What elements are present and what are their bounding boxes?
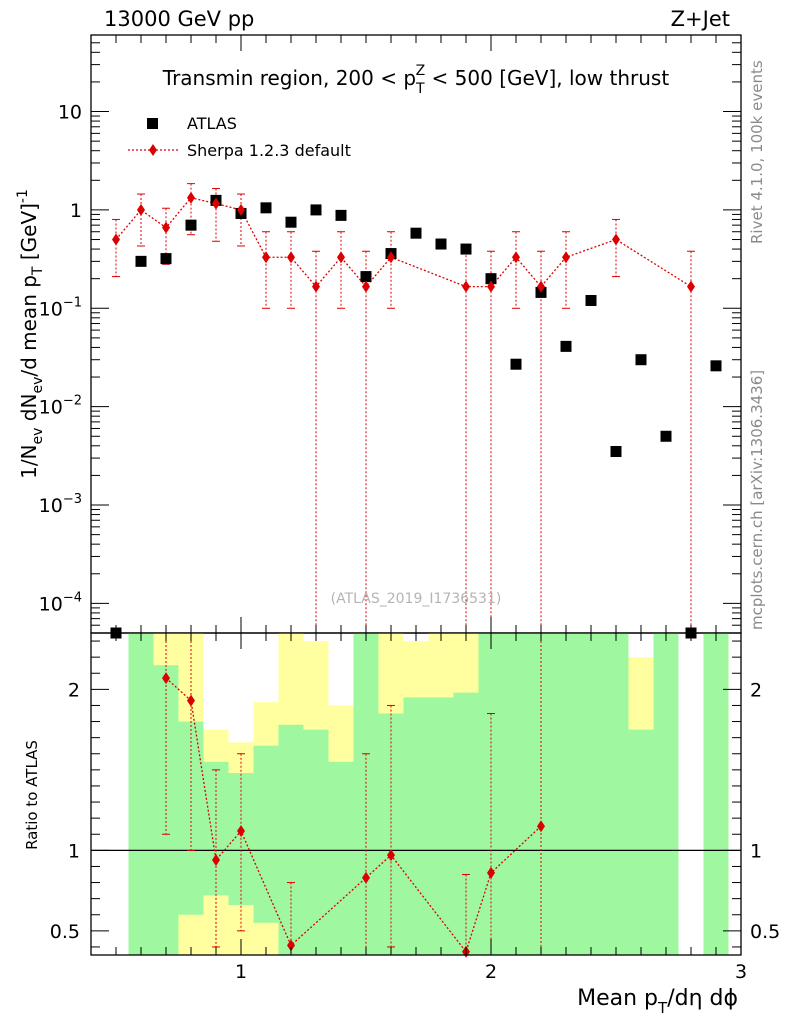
ratio-band-green <box>128 633 154 955</box>
atlas-point <box>135 255 147 267</box>
sherpa-point <box>112 233 120 246</box>
x-tick-label: 3 <box>735 961 747 983</box>
legend-atlas-label: ATLAS <box>187 114 237 133</box>
main-panel: 10−4 10−3 10−2 10−1 1 10 Transmin region, 200… <box>15 34 742 639</box>
ratio-band-green <box>303 729 329 955</box>
ratio-band-green <box>578 633 604 955</box>
ratio-point <box>387 849 395 862</box>
y-tick-label: 10−2 <box>39 394 82 419</box>
ratio-point <box>537 820 545 833</box>
ratio-band-green <box>553 633 579 955</box>
atlas-point <box>635 354 647 366</box>
atlas-point <box>410 227 422 239</box>
sherpa-point <box>512 251 520 264</box>
atlas-point <box>360 271 372 283</box>
watermark: (ATLAS_2019_I1736531) <box>331 591 502 607</box>
atlas-point <box>710 360 722 372</box>
sherpa-point <box>337 251 345 264</box>
atlas-point <box>560 340 572 352</box>
ratio-y-tick-label-right: 1 <box>750 840 762 862</box>
ratio-point <box>237 825 245 838</box>
ratio-band-green <box>403 697 429 955</box>
sherpa-point <box>387 251 395 264</box>
ratio-band-green <box>428 697 454 955</box>
atlas-point <box>660 430 672 442</box>
ratio-y-tick-label-right: 2 <box>750 679 762 701</box>
sherpa-point <box>287 251 295 264</box>
x-axis-label: Mean pT/dη dϕ <box>577 986 738 1017</box>
ratio-y-tick-label: 0.5 <box>50 921 80 943</box>
x-tick-label: 1 <box>235 961 247 983</box>
legend-sherpa-label: Sherpa 1.2.3 default <box>187 141 351 160</box>
energy-label: 13000 GeV pp <box>104 7 254 31</box>
ratio-band-green <box>328 761 354 955</box>
y-tick-label: 10−1 <box>39 295 82 320</box>
process-label: Z+Jet <box>671 7 730 31</box>
ratio-band-green <box>253 745 279 923</box>
side-label-rivet: Rivet 4.1.0, 100k events <box>748 60 766 244</box>
legend-sherpa-marker <box>149 144 157 156</box>
y-tick-label: 1 <box>70 200 82 222</box>
sherpa-line <box>115 197 692 288</box>
ratio-point <box>212 854 220 867</box>
atlas-point <box>585 294 597 306</box>
sherpa-point <box>362 280 370 293</box>
ratio-point <box>487 866 495 879</box>
atlas-point <box>285 216 297 228</box>
ratio-point <box>187 694 195 707</box>
sherpa-point <box>137 203 145 216</box>
ratio-panel: 0.5 0.5 1 1 2 2 1 2 3 Ratio to ATLAS <box>23 632 780 983</box>
ratio-band-green <box>203 761 229 896</box>
side-label-mcplots: mcplots.cern.ch [arXiv:1306.3436] <box>748 370 766 630</box>
ratio-band-green <box>628 729 654 955</box>
atlas-point <box>485 273 497 285</box>
sherpa-point <box>562 251 570 264</box>
atlas-point <box>335 209 347 221</box>
legend: ATLAS Sherpa 1.2.3 default <box>128 114 351 160</box>
y-tick-label: 10−4 <box>39 590 82 615</box>
ratio-point <box>287 939 295 952</box>
atlas-point <box>160 253 172 265</box>
atlas-point <box>610 446 622 458</box>
sherpa-point <box>487 280 495 293</box>
atlas-point <box>510 358 522 370</box>
chart-title: Transmin region, 200 < pTZ < 500 [GeV], … <box>162 63 670 97</box>
atlas-point <box>310 204 322 216</box>
ratio-band-green <box>278 724 304 955</box>
sherpa-point <box>687 280 695 293</box>
ratio-sherpa-line <box>165 677 542 954</box>
sherpa-point <box>162 221 170 234</box>
sherpa-point <box>537 280 545 293</box>
ratio-band-green <box>653 633 679 955</box>
sherpa-point <box>187 191 195 204</box>
sherpa-point <box>212 197 220 210</box>
atlas-point <box>260 202 272 214</box>
y-axis-label: 1/Nev dNev/d mean pT [GeV]-1 <box>15 189 46 479</box>
atlas-point <box>435 238 447 250</box>
legend-atlas-marker <box>147 118 158 129</box>
atlas-point <box>460 243 472 255</box>
ratio-band-green <box>703 633 729 955</box>
y-tick-label: 10−3 <box>39 492 82 517</box>
sherpa-point <box>312 280 320 293</box>
x-tick-label: 2 <box>485 961 497 983</box>
ratio-point <box>162 672 170 685</box>
ratio-y-tick-label-right: 0.5 <box>750 921 780 943</box>
atlas-point <box>185 219 197 231</box>
sherpa-point <box>237 203 245 216</box>
ratio-point <box>362 871 370 884</box>
ratio-band-green <box>503 633 529 955</box>
ratio-y-axis-label: Ratio to ATLAS <box>23 740 41 850</box>
y-tick-label: 10 <box>58 102 82 124</box>
sherpa-point <box>612 233 620 246</box>
sherpa-point <box>462 280 470 293</box>
ratio-y-tick-label: 1 <box>68 840 80 862</box>
sherpa-point <box>262 251 270 264</box>
ratio-y-tick-label: 2 <box>68 679 80 701</box>
ratio-band-green <box>603 633 629 955</box>
